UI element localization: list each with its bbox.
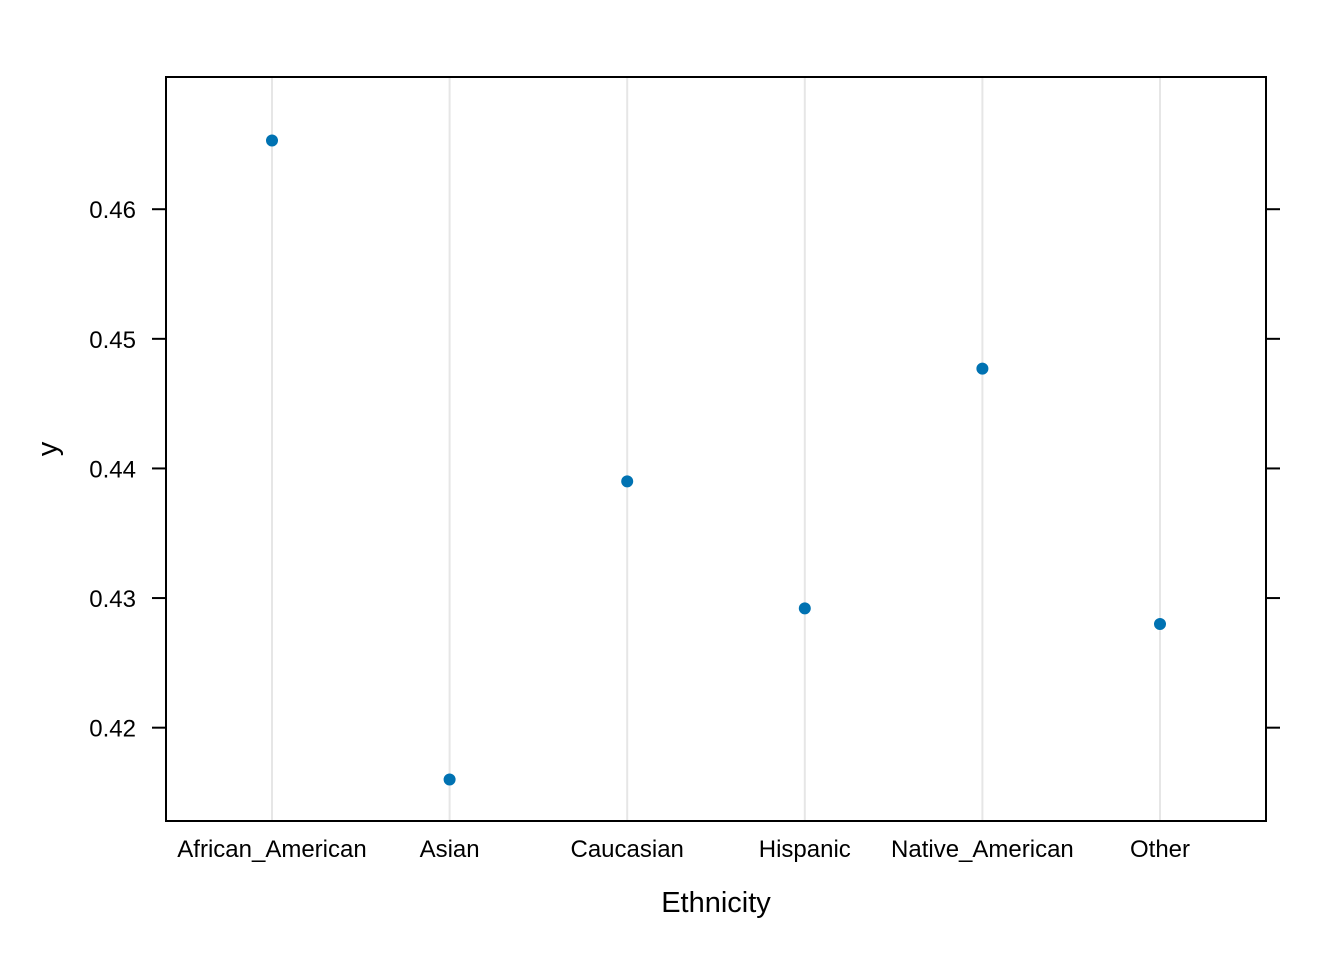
x-tick-label: Native_American (891, 836, 1074, 863)
gridlines (271, 77, 1161, 821)
data-point (1154, 617, 1166, 630)
data-point (266, 134, 278, 147)
data-point (621, 475, 634, 488)
x-tick-label: Asian (420, 836, 480, 863)
plot-frame (165, 76, 1267, 822)
data-point (443, 773, 456, 786)
x-tick-label: Caucasian (570, 836, 683, 863)
y-tick-label: 0.46 (89, 197, 136, 224)
x-axis-title: Ethnicity (661, 887, 771, 919)
y-tick-label: 0.44 (89, 456, 136, 483)
y-tick-label: 0.45 (89, 327, 136, 354)
x-tick-label: Other (1130, 836, 1190, 863)
data-point (976, 362, 989, 375)
y-axis: 0.42 0.43 0.44 0.45 0.46 (89, 197, 1280, 743)
data-points (266, 134, 1166, 786)
y-tick-label: 0.43 (89, 586, 136, 613)
data-point (798, 602, 811, 615)
x-axis: African_American Asian Caucasian Hispanic Na… (177, 836, 1190, 863)
x-tick-label: Hispanic (759, 836, 851, 863)
x-tick-label: African_American (177, 836, 366, 863)
y-tick-label: 0.42 (89, 716, 136, 743)
y-axis-title: y (32, 441, 64, 456)
